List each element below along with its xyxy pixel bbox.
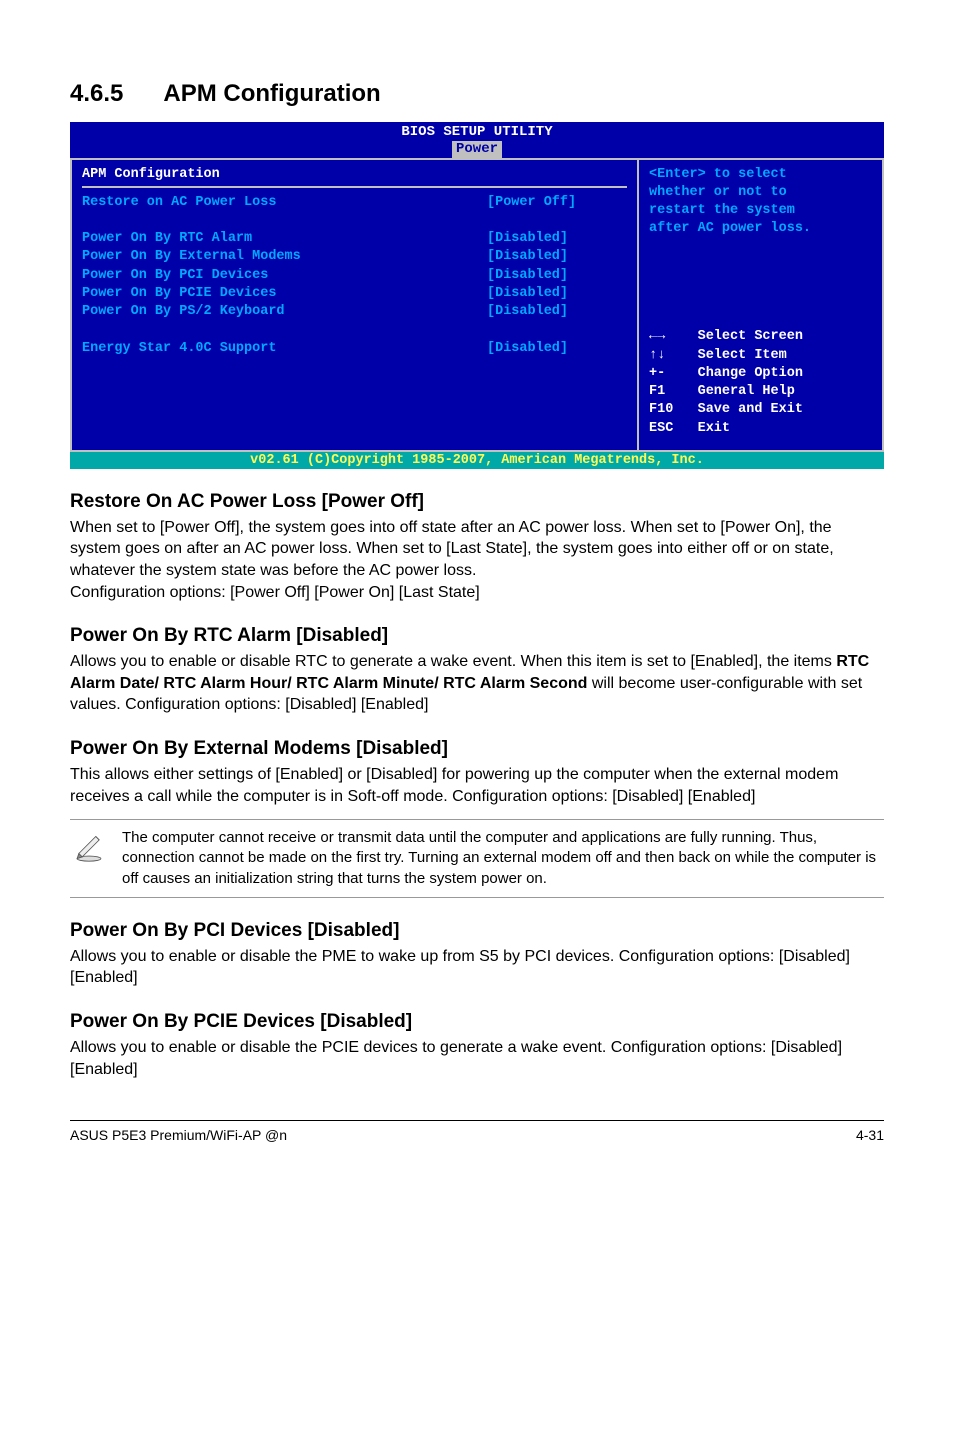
bios-row-value: [Disabled] bbox=[487, 248, 627, 266]
footer-left: ASUS P5E3 Premium/WiFi-AP @n bbox=[70, 1127, 287, 1143]
bios-row-label: Power On By PCI Devices bbox=[82, 267, 487, 285]
bios-help-top: <Enter> to select whether or not to rest… bbox=[649, 166, 874, 239]
footer-right: 4-31 bbox=[856, 1127, 884, 1143]
bios-row-value: [Disabled] bbox=[487, 267, 627, 285]
body-paragraph: Allows you to enable or disable the PCIE… bbox=[70, 1037, 884, 1080]
bios-row: Restore on AC Power Loss[Power Off] bbox=[82, 194, 627, 212]
bios-row bbox=[82, 321, 627, 339]
bios-row-value: [Disabled] bbox=[487, 303, 627, 321]
bios-footer: v02.61 (C)Copyright 1985-2007, American … bbox=[70, 452, 884, 469]
bios-row-value bbox=[487, 321, 627, 339]
sub-heading: Restore On AC Power Loss [Power Off] bbox=[70, 491, 884, 513]
sub-heading: Power On By PCIE Devices [Disabled] bbox=[70, 1011, 884, 1033]
bios-row-value: [Disabled] bbox=[487, 230, 627, 248]
section-title: 4.6.5 APM Configuration bbox=[70, 80, 884, 108]
body-paragraph: When set to [Power Off], the system goes… bbox=[70, 517, 884, 582]
sub-heading: Power On By PCI Devices [Disabled] bbox=[70, 920, 884, 942]
bios-row-label: Power On By RTC Alarm bbox=[82, 230, 487, 248]
sub-heading: Power On By External Modems [Disabled] bbox=[70, 738, 884, 760]
bios-row-value: [Power Off] bbox=[487, 194, 627, 212]
bios-row: Power On By PCIE Devices[Disabled] bbox=[82, 285, 627, 303]
body-paragraph: Configuration options: [Power Off] [Powe… bbox=[70, 582, 884, 604]
bios-row bbox=[82, 212, 627, 230]
bios-panel-heading: APM Configuration bbox=[82, 166, 627, 188]
bios-screenshot: BIOS SETUP UTILITY Power APM Configurati… bbox=[70, 122, 884, 469]
bios-row: Power On By External Modems[Disabled] bbox=[82, 248, 627, 266]
bios-row-label: Energy Star 4.0C Support bbox=[82, 340, 487, 358]
note-block: The computer cannot receive or transmit … bbox=[70, 819, 884, 898]
sub-heading: Power On By RTC Alarm [Disabled] bbox=[70, 625, 884, 647]
note-text: The computer cannot receive or transmit … bbox=[122, 828, 884, 889]
body-paragraph: Allows you to enable or disable the PME … bbox=[70, 946, 884, 989]
bios-row: Power On By RTC Alarm[Disabled] bbox=[82, 230, 627, 248]
bios-banner-line1: BIOS SETUP UTILITY bbox=[70, 124, 884, 141]
bios-row-label: Power On By PS/2 Keyboard bbox=[82, 303, 487, 321]
bios-row-value bbox=[487, 212, 627, 230]
bios-row: Power On By PS/2 Keyboard[Disabled] bbox=[82, 303, 627, 321]
bios-help-bottom: ←→ Select Screen ↑↓ Select Item +- Chang… bbox=[649, 328, 874, 437]
bios-row-label: Power On By External Modems bbox=[82, 248, 487, 266]
pencil-icon bbox=[70, 828, 122, 889]
bios-row: Energy Star 4.0C Support[Disabled] bbox=[82, 340, 627, 358]
bios-row-value: [Disabled] bbox=[487, 285, 627, 303]
page-footer: ASUS P5E3 Premium/WiFi-AP @n 4-31 bbox=[70, 1120, 884, 1143]
section-number: 4.6.5 bbox=[70, 80, 123, 108]
bios-row-label: Restore on AC Power Loss bbox=[82, 194, 487, 212]
bios-row: Power On By PCI Devices[Disabled] bbox=[82, 267, 627, 285]
bios-row-label bbox=[82, 212, 487, 230]
body-paragraph: Allows you to enable or disable RTC to g… bbox=[70, 651, 884, 716]
bios-active-tab: Power bbox=[452, 141, 502, 158]
bios-rows-container: Restore on AC Power Loss[Power Off] Powe… bbox=[82, 194, 627, 358]
bios-row-label bbox=[82, 321, 487, 339]
bios-row-value: [Disabled] bbox=[487, 340, 627, 358]
body-paragraph: This allows either settings of [Enabled]… bbox=[70, 764, 884, 807]
section-name: APM Configuration bbox=[163, 80, 380, 107]
bios-row-label: Power On By PCIE Devices bbox=[82, 285, 487, 303]
